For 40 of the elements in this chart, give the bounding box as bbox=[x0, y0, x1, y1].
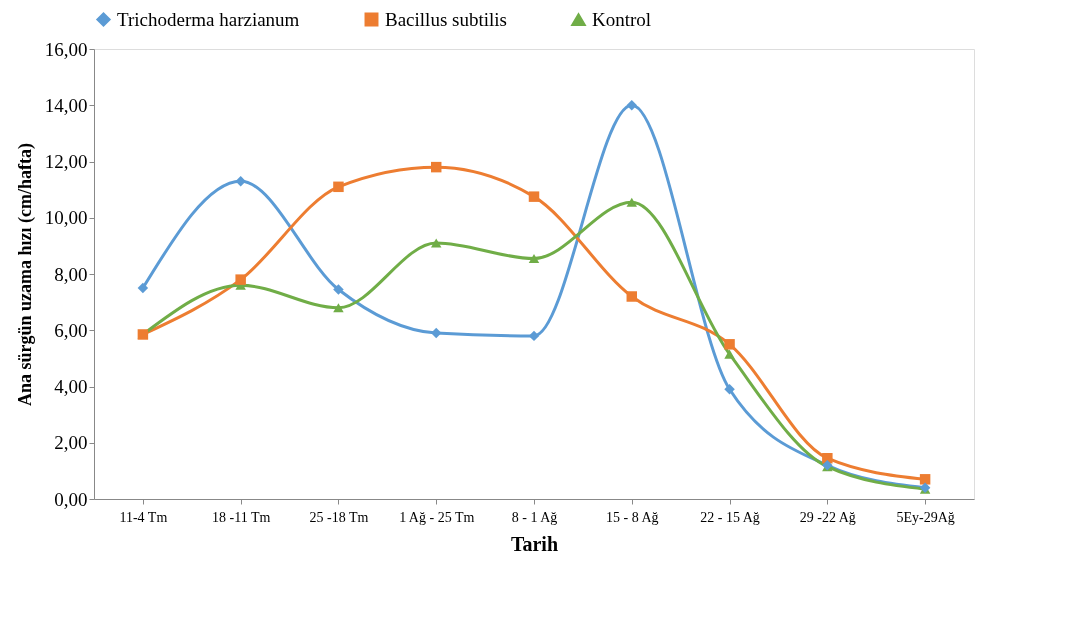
point bbox=[919, 474, 931, 485]
legend-label: Trichoderma harzianum bbox=[117, 8, 300, 30]
point bbox=[333, 181, 344, 193]
point bbox=[724, 349, 735, 359]
x-tick-label: 1 Ağ - 25 Tm bbox=[399, 509, 475, 525]
x-tick-label: 5Ey-29Ağ bbox=[896, 509, 955, 525]
point bbox=[235, 175, 246, 187]
point bbox=[626, 291, 638, 302]
legend-label: Kontrol bbox=[592, 8, 652, 30]
x-tick-label: 18 -11 Tm bbox=[211, 509, 271, 525]
point bbox=[430, 238, 442, 248]
point bbox=[724, 339, 735, 350]
x-tick-label: 22 - 15 Ağ bbox=[700, 509, 760, 525]
point bbox=[528, 191, 540, 202]
x-axis-title: Tarih bbox=[510, 532, 559, 555]
y-tick-label: 2,00 bbox=[54, 432, 88, 454]
legend-label: Bacillus subtilis bbox=[385, 8, 507, 30]
point bbox=[626, 197, 638, 207]
point bbox=[724, 384, 735, 395]
point bbox=[333, 303, 344, 313]
y-tick-label: 14,00 bbox=[44, 94, 88, 116]
y-axis-title: Ana sürgün uzama hızı (cm/hafta) bbox=[14, 142, 36, 407]
y-tick-label: 8,00 bbox=[54, 263, 88, 285]
y-tick-label: 12,00 bbox=[44, 151, 88, 172]
y-tick-label: 10,00 bbox=[44, 207, 88, 229]
x-tick-label: 11-4 Tm bbox=[119, 509, 168, 525]
y-tick-label: 6,00 bbox=[54, 319, 88, 341]
y-tick-label: 0,00 bbox=[54, 488, 88, 510]
point bbox=[430, 161, 442, 173]
x-tick-label: 25 -18 Tm bbox=[309, 509, 369, 525]
y-tick-label: 4,00 bbox=[54, 376, 88, 397]
point bbox=[626, 100, 638, 111]
x-tick-label: 15 - 8 Ağ bbox=[606, 509, 659, 525]
x-tick-label: 29 -22 Ağ bbox=[799, 509, 856, 525]
point bbox=[235, 274, 246, 285]
point bbox=[333, 284, 344, 295]
point bbox=[528, 253, 540, 264]
x-tick-label: 8 - 1 Ağ bbox=[511, 509, 558, 525]
point bbox=[137, 282, 149, 294]
y-tick-label: 16,00 bbox=[44, 38, 88, 60]
